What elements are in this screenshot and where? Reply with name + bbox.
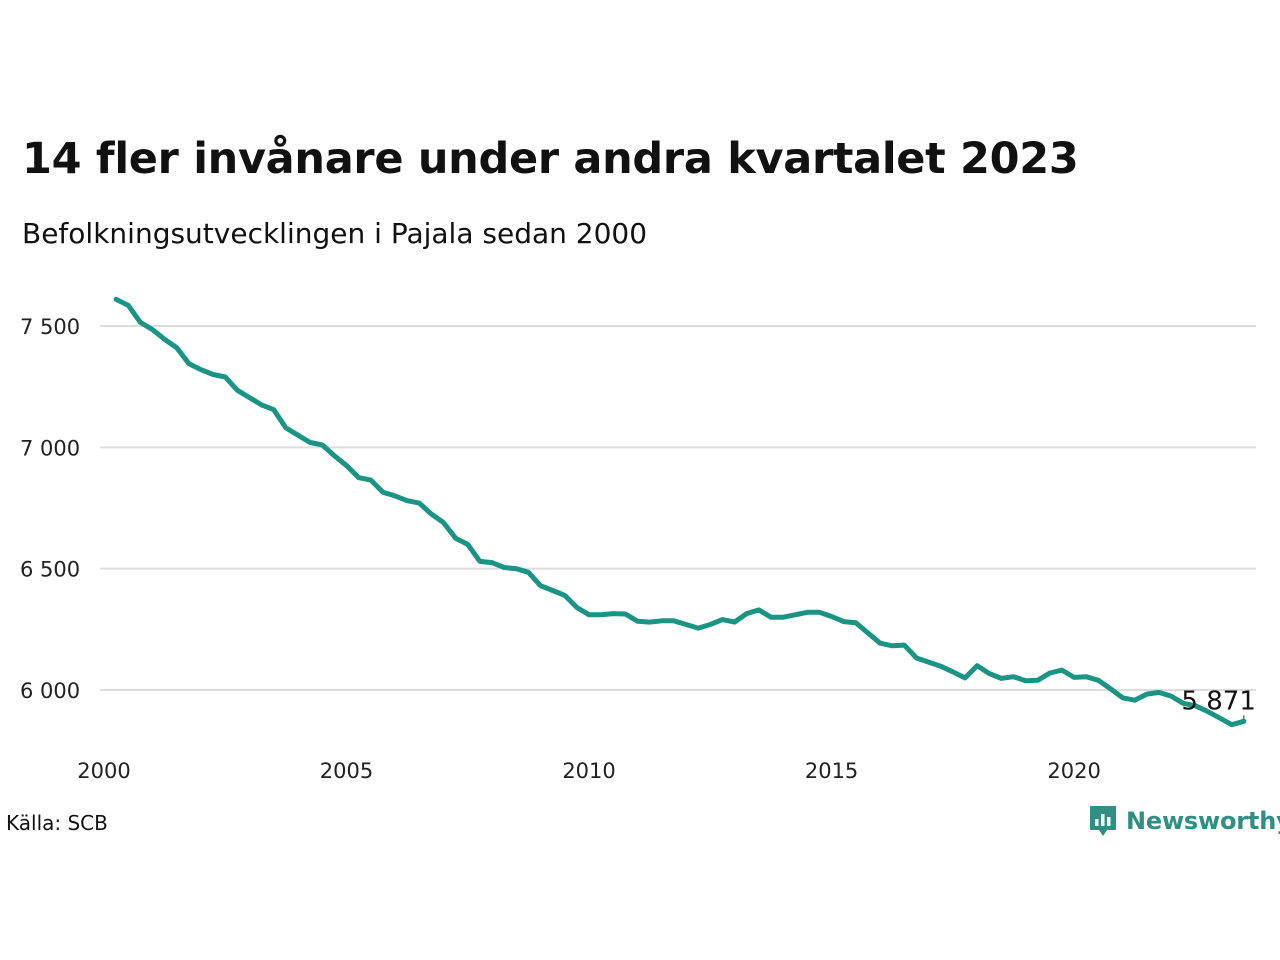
x-tick-label: 2020 xyxy=(1047,759,1100,783)
x-tick-label: 2015 xyxy=(805,759,858,783)
x-tick-label: 2005 xyxy=(320,759,373,783)
y-tick-label: 6 000 xyxy=(20,679,80,703)
source-note: Källa: SCB xyxy=(6,811,108,835)
gridlines xyxy=(100,325,1256,691)
y-tick-label: 6 500 xyxy=(20,558,80,582)
y-tick-label: 7 500 xyxy=(20,315,80,339)
chart-title: 14 fler invånare under andra kvartalet 2… xyxy=(22,134,1079,184)
x-axis-tick-labels: 2000 2005 2010 2015 2020 xyxy=(77,759,1101,783)
end-value-label: 5 871 xyxy=(1181,686,1255,716)
series-line-0 xyxy=(113,296,1247,728)
chart-subtitle: Befolkningsutvecklingen i Pajala sedan 2… xyxy=(22,217,648,250)
newsworthy-logo: Newsworthy xyxy=(1088,804,1280,838)
y-axis-tick-labels: 6 000 6 500 7 000 7 500 xyxy=(20,315,80,703)
line-chart: 6 000 6 500 7 000 7 500 2000 2005 2010 2015 202… xyxy=(20,296,1256,783)
x-tick-label: 2010 xyxy=(562,759,615,783)
y-tick-label: 7 000 xyxy=(20,436,80,460)
newsworthy-logo-icon xyxy=(1090,806,1116,836)
series-layer xyxy=(113,296,1247,728)
end-value-label-group: 5 871 xyxy=(1181,686,1256,720)
x-tick-label: 2000 xyxy=(77,759,130,783)
logo-text: Newsworthy xyxy=(1126,807,1280,835)
